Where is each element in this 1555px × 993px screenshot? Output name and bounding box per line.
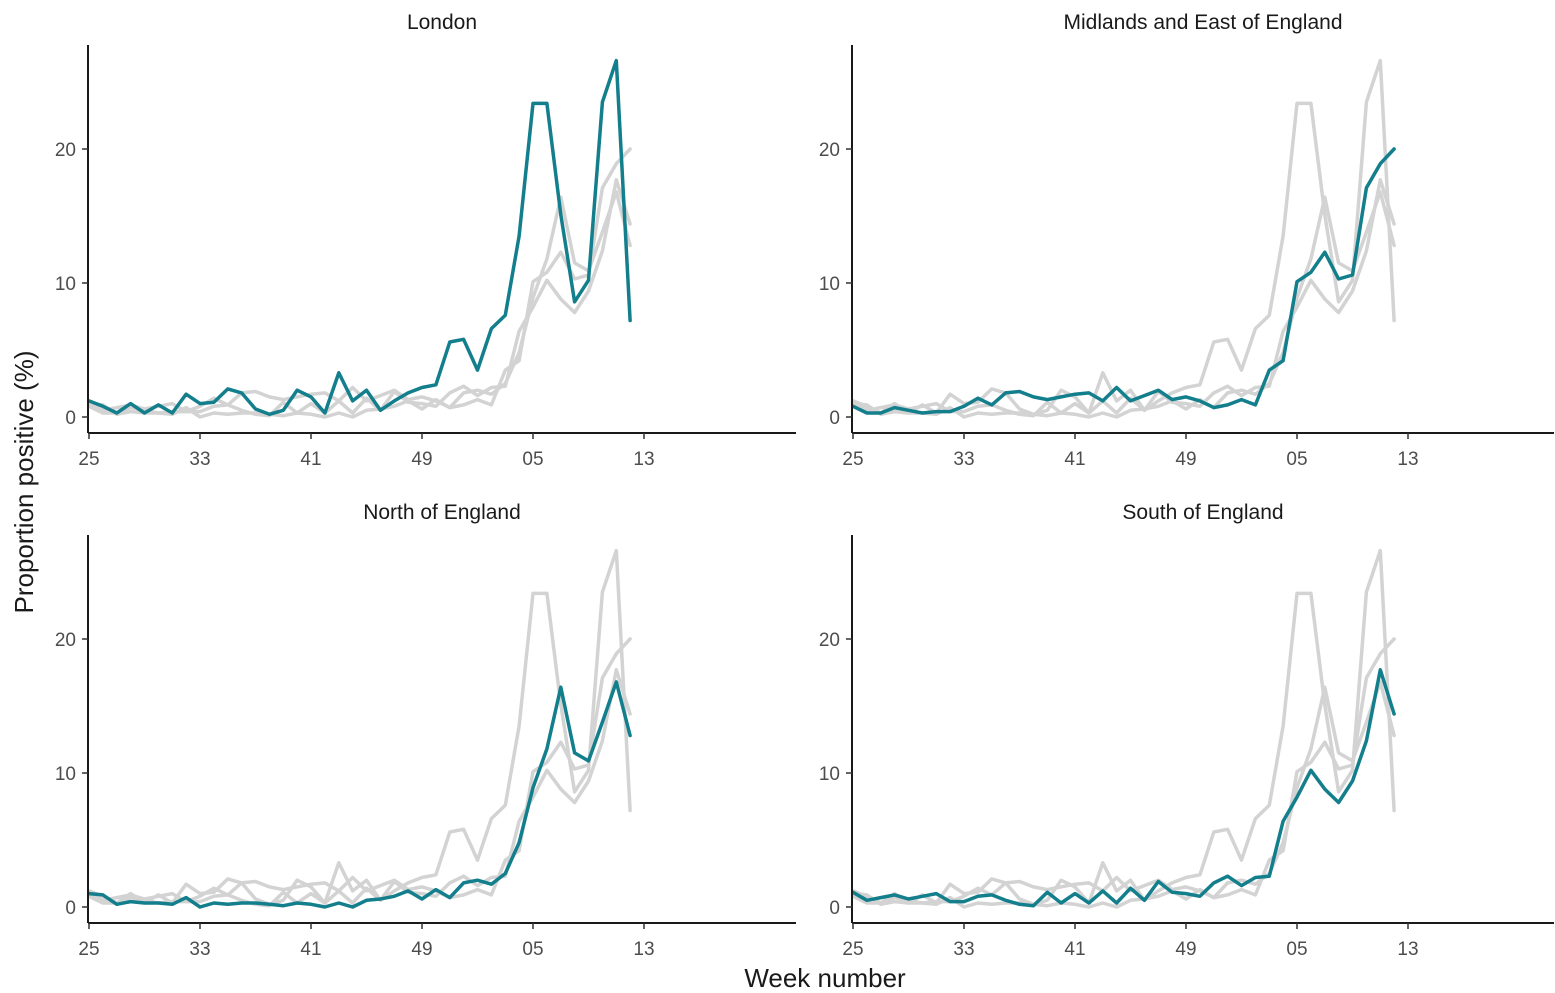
x-tick-label: 33 [189, 449, 210, 470]
background-series-line [851, 178, 1396, 418]
background-series-line [851, 680, 1396, 909]
highlight-series-line [87, 680, 632, 909]
facet-title: North of England [363, 501, 521, 524]
facet-panel: London 0 10 20 25 33 41 49 05 13 [55, 11, 796, 470]
x-tick-label: 49 [411, 939, 432, 960]
x-tick-label: 33 [953, 449, 974, 470]
x-tick-label: 25 [78, 939, 99, 960]
y-axis-title: Proportion positive (%) [9, 351, 39, 614]
highlight-series-line [851, 668, 1396, 908]
background-series-line [851, 190, 1396, 419]
background-series-line [851, 548, 1396, 907]
x-tick-label: 41 [1064, 939, 1085, 960]
x-tick-label: 25 [78, 449, 99, 470]
background-series-line [87, 178, 632, 418]
x-tick-label: 05 [1286, 449, 1307, 470]
y-tick-label: 0 [829, 408, 840, 429]
x-tick-label: 25 [842, 449, 863, 470]
x-tick-label: 13 [1397, 449, 1418, 470]
y-tick-label: 0 [65, 898, 76, 919]
x-tick-label: 49 [1175, 939, 1196, 960]
x-tick-label: 33 [189, 939, 210, 960]
background-series-line [851, 58, 1396, 417]
facet-title: Midlands and East of England [1063, 11, 1342, 34]
y-tick-label: 20 [819, 140, 840, 161]
y-tick-label: 10 [55, 274, 76, 295]
x-tick-label: 41 [300, 939, 321, 960]
y-tick-label: 10 [55, 764, 76, 785]
facet-panel: North of England 0 10 20 25 33 41 49 05 13 [55, 501, 796, 960]
y-tick-label: 10 [819, 764, 840, 785]
highlight-series-line [851, 147, 1396, 415]
background-series-line [87, 190, 632, 419]
x-axis-title: Week number [744, 963, 906, 993]
y-tick-label: 0 [65, 408, 76, 429]
x-tick-label: 13 [633, 939, 654, 960]
x-tick-label: 05 [1286, 939, 1307, 960]
x-tick-label: 41 [1064, 449, 1085, 470]
x-tick-label: 05 [522, 449, 543, 470]
y-tick-label: 20 [819, 630, 840, 651]
highlight-series-line [87, 58, 632, 417]
x-tick-label: 25 [842, 939, 863, 960]
x-tick-label: 13 [1397, 939, 1418, 960]
x-tick-label: 33 [953, 939, 974, 960]
y-tick-label: 10 [819, 274, 840, 295]
background-series-line [87, 548, 632, 907]
facet-title: South of England [1122, 501, 1283, 524]
y-tick-label: 20 [55, 140, 76, 161]
facet-panel: Midlands and East of England 0 10 20 25 33 41 4… [819, 11, 1554, 470]
facet-title: London [407, 11, 477, 34]
facet-panel: South of England 0 10 20 25 33 41 49 05 13 [819, 501, 1554, 960]
x-tick-label: 13 [633, 449, 654, 470]
x-tick-label: 49 [411, 449, 432, 470]
background-series-line [87, 668, 632, 908]
y-tick-label: 0 [829, 898, 840, 919]
x-tick-label: 05 [522, 939, 543, 960]
x-tick-label: 41 [300, 449, 321, 470]
x-tick-label: 49 [1175, 449, 1196, 470]
y-tick-label: 20 [55, 630, 76, 651]
